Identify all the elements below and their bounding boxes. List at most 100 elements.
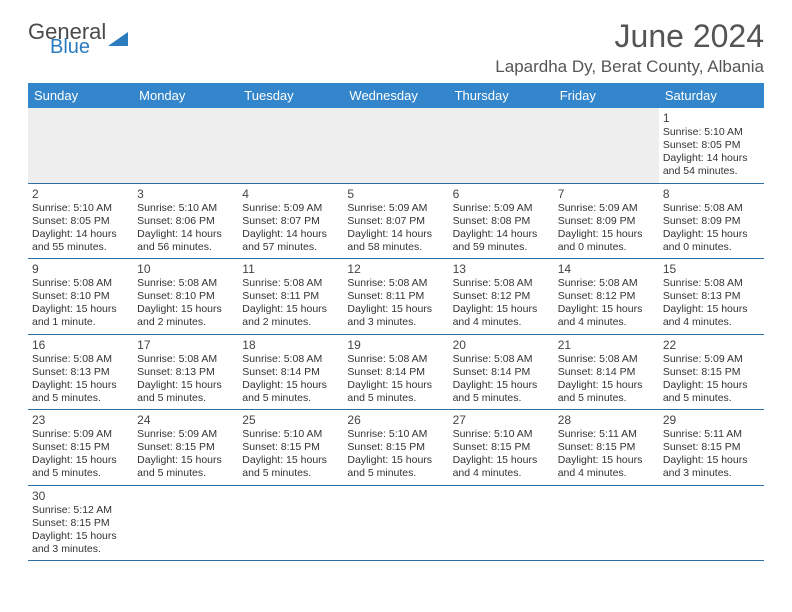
cell-line-dl1: Daylight: 15 hours xyxy=(347,454,444,467)
cell-line-dl2: and 2 minutes. xyxy=(137,316,234,329)
cell-line-dl1: Daylight: 15 hours xyxy=(453,379,550,392)
day-number: 14 xyxy=(558,262,655,276)
day-cell: 11Sunrise: 5:08 AMSunset: 8:11 PMDayligh… xyxy=(238,259,343,335)
day-cell: 14Sunrise: 5:08 AMSunset: 8:12 PMDayligh… xyxy=(554,259,659,335)
cell-line-ss: Sunset: 8:05 PM xyxy=(32,215,129,228)
cell-line-ss: Sunset: 8:06 PM xyxy=(137,215,234,228)
cell-line-dl2: and 5 minutes. xyxy=(453,392,550,405)
calendar-table: Sunday Monday Tuesday Wednesday Thursday… xyxy=(28,83,764,561)
day-cell: 8Sunrise: 5:08 AMSunset: 8:09 PMDaylight… xyxy=(659,183,764,259)
cell-line-dl2: and 4 minutes. xyxy=(663,316,760,329)
day-cell xyxy=(28,108,133,183)
cell-line-ss: Sunset: 8:11 PM xyxy=(347,290,444,303)
cell-line-dl2: and 4 minutes. xyxy=(453,316,550,329)
cell-line-dl2: and 1 minute. xyxy=(32,316,129,329)
day-cell: 1Sunrise: 5:10 AMSunset: 8:05 PMDaylight… xyxy=(659,108,764,183)
cell-line-ss: Sunset: 8:09 PM xyxy=(663,215,760,228)
day-number: 28 xyxy=(558,413,655,427)
cell-line-dl2: and 5 minutes. xyxy=(32,392,129,405)
cell-line-dl1: Daylight: 15 hours xyxy=(663,379,760,392)
cell-line-dl1: Daylight: 15 hours xyxy=(242,379,339,392)
cell-line-ss: Sunset: 8:12 PM xyxy=(558,290,655,303)
cell-line-dl2: and 56 minutes. xyxy=(137,241,234,254)
day-number: 5 xyxy=(347,187,444,201)
day-number: 24 xyxy=(137,413,234,427)
day-cell xyxy=(238,485,343,561)
day-cell xyxy=(133,108,238,183)
cell-line-dl1: Daylight: 14 hours xyxy=(453,228,550,241)
cell-line-ss: Sunset: 8:10 PM xyxy=(137,290,234,303)
header: General Blue June 2024 Lapardha Dy, Bera… xyxy=(28,18,764,77)
cell-line-sr: Sunrise: 5:09 AM xyxy=(453,202,550,215)
cell-line-dl2: and 57 minutes. xyxy=(242,241,339,254)
day-cell xyxy=(238,108,343,183)
cell-line-dl1: Daylight: 14 hours xyxy=(347,228,444,241)
day-cell: 7Sunrise: 5:09 AMSunset: 8:09 PMDaylight… xyxy=(554,183,659,259)
cell-line-dl2: and 5 minutes. xyxy=(347,392,444,405)
cell-line-dl2: and 2 minutes. xyxy=(242,316,339,329)
cell-line-dl1: Daylight: 15 hours xyxy=(558,379,655,392)
day-number: 9 xyxy=(32,262,129,276)
week-row: 16 Sunrise: 5:08 AM Sunset: 8:13 PM Dayligh… xyxy=(28,334,764,410)
day-cell: 29Sunrise: 5:11 AMSunset: 8:15 PMDayligh… xyxy=(659,410,764,486)
day-cell: 2Sunrise: 5:10 AMSunset: 8:05 PMDaylight… xyxy=(28,183,133,259)
cell-line-sr: Sunrise: 5:10 AM xyxy=(347,428,444,441)
cell-line-ss: Sunset: 8:13 PM xyxy=(32,366,129,379)
dayname-mon: Monday xyxy=(133,83,238,108)
cell-line-dl1: Daylight: 15 hours xyxy=(32,530,129,543)
dayname-row: Sunday Monday Tuesday Wednesday Thursday… xyxy=(28,83,764,108)
cell-line-ss: Sunset: 8:14 PM xyxy=(347,366,444,379)
cell-line-dl2: and 55 minutes. xyxy=(32,241,129,254)
cell-line-ss: Sunset: 8:11 PM xyxy=(242,290,339,303)
day-number: 22 xyxy=(663,338,760,352)
day-number: 18 xyxy=(242,338,339,352)
calendar-body: 1Sunrise: 5:10 AMSunset: 8:05 PMDaylight… xyxy=(28,108,764,561)
day-cell xyxy=(659,485,764,561)
cell-line-dl1: Daylight: 15 hours xyxy=(558,228,655,241)
day-cell: 22Sunrise: 5:09 AMSunset: 8:15 PMDayligh… xyxy=(659,334,764,410)
cell-line-sr: Sunrise: 5:11 AM xyxy=(558,428,655,441)
cell-line-dl2: and 4 minutes. xyxy=(453,467,550,480)
cell-line-dl1: Daylight: 14 hours xyxy=(663,152,760,165)
cell-line-sr: Sunrise: 5:09 AM xyxy=(347,202,444,215)
cell-line-dl1: Daylight: 15 hours xyxy=(32,303,129,316)
dayname-sun: Sunday xyxy=(28,83,133,108)
week-row: 30Sunrise: 5:12 AMSunset: 8:15 PMDayligh… xyxy=(28,485,764,561)
cell-line-sr: Sunrise: 5:09 AM xyxy=(32,428,129,441)
cell-line-sr: Sunrise: 5:09 AM xyxy=(137,428,234,441)
day-cell: 16Sunrise: 5:08 AMSunset: 8:13 PMDayligh… xyxy=(28,334,133,410)
cell-line-dl2: and 54 minutes. xyxy=(663,165,760,178)
cell-line-dl2: and 5 minutes. xyxy=(137,392,234,405)
day-number: 27 xyxy=(453,413,550,427)
cell-line-sr: Sunrise: 5:08 AM xyxy=(32,277,129,290)
cell-line-sr: Sunrise: 5:08 AM xyxy=(347,353,444,366)
cell-line-dl1: Daylight: 15 hours xyxy=(137,303,234,316)
cell-line-sr: Sunrise: 5:08 AM xyxy=(137,353,234,366)
day-cell xyxy=(449,485,554,561)
day-number: 16 xyxy=(32,338,129,352)
day-number: 26 xyxy=(347,413,444,427)
day-cell: 21Sunrise: 5:08 AMSunset: 8:14 PMDayligh… xyxy=(554,334,659,410)
cell-line-dl1: Daylight: 15 hours xyxy=(453,454,550,467)
title-block: June 2024 Lapardha Dy, Berat County, Alb… xyxy=(495,18,764,77)
cell-line-dl2: and 3 minutes. xyxy=(347,316,444,329)
day-cell: 28Sunrise: 5:11 AMSunset: 8:15 PMDayligh… xyxy=(554,410,659,486)
cell-line-sr: Sunrise: 5:11 AM xyxy=(663,428,760,441)
cell-line-sr: Sunrise: 5:09 AM xyxy=(242,202,339,215)
cell-line-sr: Sunrise: 5:08 AM xyxy=(558,277,655,290)
cell-line-dl1: Daylight: 15 hours xyxy=(137,379,234,392)
day-number: 21 xyxy=(558,338,655,352)
day-cell: 15Sunrise: 5:08 AMSunset: 8:13 PMDayligh… xyxy=(659,259,764,335)
cell-line-dl2: and 5 minutes. xyxy=(242,467,339,480)
cell-line-dl1: Daylight: 15 hours xyxy=(663,228,760,241)
cell-line-sr: Sunrise: 5:08 AM xyxy=(453,353,550,366)
day-cell: 10Sunrise: 5:08 AMSunset: 8:10 PMDayligh… xyxy=(133,259,238,335)
day-cell xyxy=(449,108,554,183)
cell-line-dl2: and 5 minutes. xyxy=(32,467,129,480)
cell-line-sr: Sunrise: 5:08 AM xyxy=(663,202,760,215)
cell-line-ss: Sunset: 8:05 PM xyxy=(663,139,760,152)
cell-line-dl2: and 0 minutes. xyxy=(558,241,655,254)
cell-line-dl2: and 4 minutes. xyxy=(558,316,655,329)
cell-line-dl2: and 5 minutes. xyxy=(137,467,234,480)
week-row: 9Sunrise: 5:08 AMSunset: 8:10 PMDaylight… xyxy=(28,259,764,335)
